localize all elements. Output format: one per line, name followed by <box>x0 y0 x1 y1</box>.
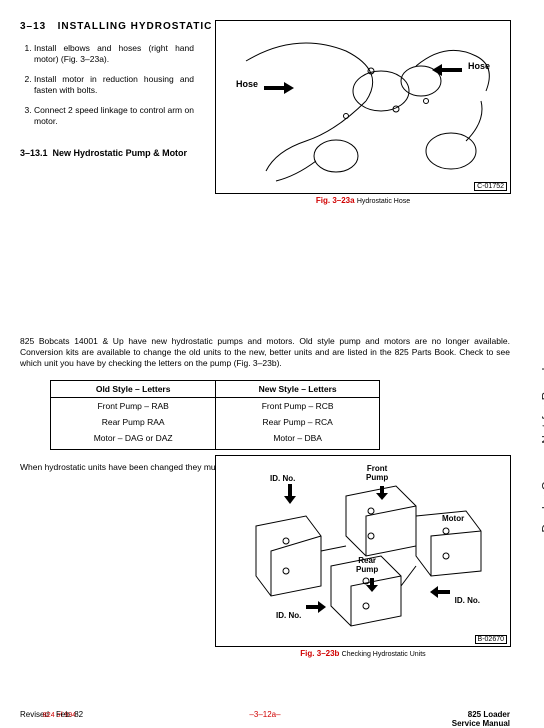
hydrostatic-hose-diagram <box>216 21 512 195</box>
arrow-icon <box>376 486 388 500</box>
footer-page-number: –3–12a– <box>20 710 510 719</box>
body-paragraph-1: 825 Bobcats 14001 & Up have new hydrosta… <box>20 336 510 370</box>
figure-23b-caption: Fig. 3–23b Checking Hydrostatic Units <box>215 649 511 658</box>
subsection-number: 3–13.1 <box>20 148 48 158</box>
hose-label-right: Hose <box>468 61 490 71</box>
figure-corner-id: B-02670 <box>475 635 507 644</box>
rear-pump-label: Rear Pump <box>356 556 378 574</box>
figure-corner-id: C-01752 <box>474 182 507 191</box>
arrow-icon <box>430 586 450 598</box>
figure-23a: Hose Hose C-01752 <box>215 20 511 194</box>
footer-product: 825 Loader <box>468 710 510 719</box>
arrow-icon <box>264 81 294 95</box>
table-cell: Rear Pump RAA <box>51 414 216 430</box>
footer-right: 825 Loader Service Manual <box>452 710 510 728</box>
subsection-title: 3–13.1 New Hydrostatic Pump & Motor <box>20 148 200 160</box>
step-item: Connect 2 speed linkage to control arm o… <box>34 105 194 128</box>
figure-ref: Fig. 3–23a <box>316 196 355 205</box>
table-row: Rear Pump RAA Rear Pump – RCA <box>51 414 380 430</box>
front-pump-label: Front Pump <box>366 464 388 482</box>
table-header-row: Old Style – Letters New Style – Letters <box>51 380 380 397</box>
id-no-label: ID. No. <box>276 611 301 620</box>
table-cell: Motor – DAG or DAZ <box>51 430 216 450</box>
table-header: New Style – Letters <box>216 380 380 397</box>
table-row: Motor – DAG or DAZ Motor – DBA <box>51 430 380 450</box>
figure-caption-text: Hydrostatic Hose <box>357 198 410 205</box>
table-cell: Front Pump – RAB <box>51 397 216 414</box>
install-steps-list: Install elbows and hoses (right hand mot… <box>34 43 194 128</box>
section-number: 3–13 <box>20 21 46 32</box>
figure-23a-caption: Fig. 3–23a Hydrostatic Hose <box>215 196 511 205</box>
arrow-icon <box>366 578 378 592</box>
arrow-icon <box>432 63 462 77</box>
dealer-copy-watermark: Dealer Copy -- Not for Resale <box>540 360 544 533</box>
step-item: Install motor in reduction housing and f… <box>34 74 194 97</box>
subsection-heading: New Hydrostatic Pump & Motor <box>53 148 188 158</box>
id-no-label: ID. No. <box>270 474 295 483</box>
figure-caption-text: Checking Hydrostatic Units <box>342 651 426 658</box>
arrow-icon <box>284 484 296 504</box>
step-item: Install elbows and hoses (right hand mot… <box>34 43 194 66</box>
id-no-label: ID. No. <box>455 596 480 605</box>
arrow-icon <box>306 601 326 613</box>
table-cell: Motor – DBA <box>216 430 380 450</box>
figure-ref: Fig. 3–23b <box>300 649 339 658</box>
figure-23b: ID. No. Front Pump Motor Rear Pump ID. N… <box>215 455 511 647</box>
motor-label: Motor <box>442 514 464 523</box>
table-row: Front Pump – RAB Front Pump – RCB <box>51 397 380 414</box>
pump-style-table: Old Style – Letters New Style – Letters … <box>50 380 380 450</box>
footer-doc-type: Service Manual <box>452 719 510 728</box>
checking-units-diagram <box>216 456 512 648</box>
table-header: Old Style – Letters <box>51 380 216 397</box>
table-cell: Rear Pump – RCA <box>216 414 380 430</box>
hose-label-left: Hose <box>236 79 258 89</box>
table-cell: Front Pump – RCB <box>216 397 380 414</box>
